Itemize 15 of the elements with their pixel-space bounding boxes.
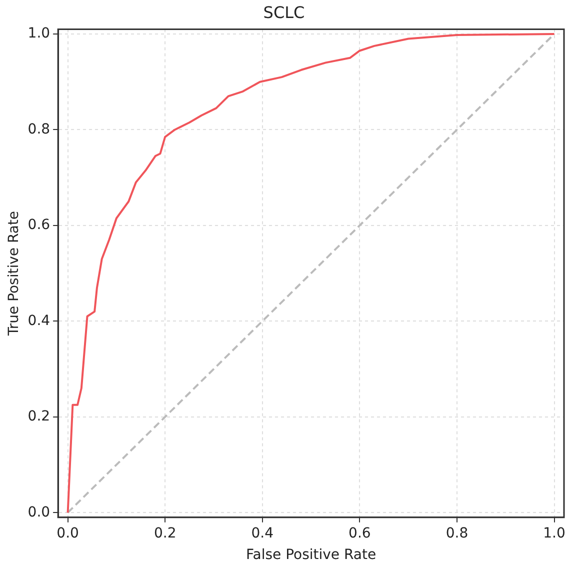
x-tick-label: 0.8 — [446, 525, 468, 542]
y-axis-title: True Positive Rate — [6, 210, 22, 337]
x-tick-label: 0.0 — [56, 525, 79, 542]
x-axis-title: False Positive Rate — [246, 547, 376, 564]
y-tick-label: 0.0 — [28, 504, 50, 520]
x-tick-label: 0.4 — [251, 525, 274, 542]
y-tick-label: 0.2 — [28, 408, 50, 425]
x-tick-label: 0.2 — [154, 525, 176, 542]
x-tick-label: 0.6 — [348, 525, 371, 542]
y-tick-label: 0.4 — [28, 312, 50, 329]
chart-title: SCLC — [263, 2, 305, 22]
y-tick-label: 0.6 — [28, 217, 50, 234]
y-tick-label: 0.8 — [28, 121, 50, 138]
x-tick-label: 1.0 — [543, 525, 566, 542]
y-tick-label: 1.0 — [28, 26, 50, 42]
